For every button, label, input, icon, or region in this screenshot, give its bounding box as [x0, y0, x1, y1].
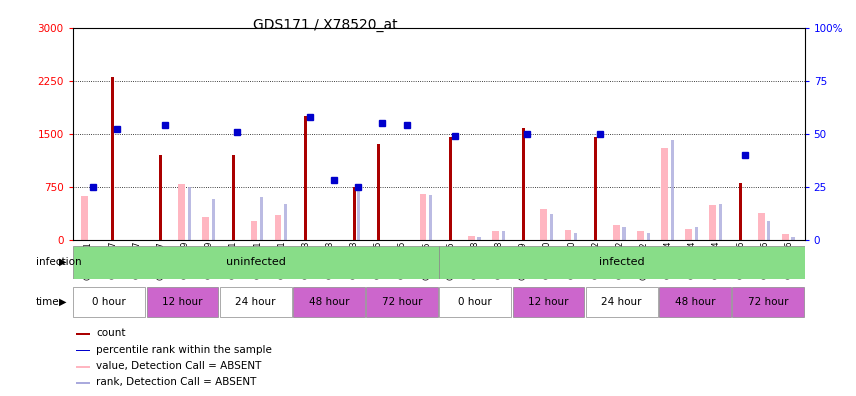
Bar — [76, 382, 90, 384]
Text: ▶: ▶ — [59, 257, 67, 267]
Bar — [671, 140, 674, 240]
Text: value, Detection Call = ABSENT: value, Detection Call = ABSENT — [96, 361, 262, 371]
Text: infection: infection — [36, 257, 81, 267]
Bar — [646, 233, 650, 240]
Bar — [565, 230, 571, 240]
Text: 0 hour: 0 hour — [459, 297, 492, 307]
Bar — [661, 148, 668, 240]
Bar — [513, 287, 585, 317]
Text: 72 hour: 72 hour — [748, 297, 788, 307]
Bar — [739, 183, 742, 240]
Bar — [613, 225, 620, 240]
Bar — [468, 236, 475, 240]
Bar — [251, 221, 258, 240]
Bar — [74, 287, 146, 317]
Text: 72 hour: 72 hour — [382, 297, 422, 307]
Bar — [550, 214, 553, 240]
Bar — [792, 238, 794, 240]
Bar — [159, 155, 163, 240]
Text: 48 hour: 48 hour — [309, 297, 349, 307]
Text: GDS171 / X78520_at: GDS171 / X78520_at — [253, 18, 397, 32]
Bar — [622, 227, 626, 240]
Bar — [659, 287, 731, 317]
Bar — [439, 287, 511, 317]
Bar — [594, 137, 597, 240]
Bar — [586, 287, 657, 317]
Bar — [304, 116, 307, 240]
Bar — [220, 287, 292, 317]
Bar — [275, 215, 282, 240]
Bar — [732, 287, 804, 317]
Bar — [377, 144, 380, 240]
Bar — [76, 350, 90, 351]
Bar — [284, 204, 288, 240]
Text: 0 hour: 0 hour — [92, 297, 126, 307]
Text: uninfected: uninfected — [226, 257, 286, 267]
Text: 12 hour: 12 hour — [163, 297, 203, 307]
Bar — [187, 187, 191, 240]
Bar — [782, 234, 788, 240]
Bar — [449, 137, 452, 240]
Bar — [478, 238, 480, 240]
Bar — [521, 128, 525, 240]
Bar — [429, 195, 432, 240]
Bar — [540, 209, 547, 240]
Bar — [574, 233, 577, 240]
Bar — [695, 227, 698, 240]
Bar — [353, 187, 356, 240]
Bar — [438, 246, 805, 279]
Bar — [758, 213, 764, 240]
Text: infected: infected — [599, 257, 645, 267]
Text: 24 hour: 24 hour — [235, 297, 276, 307]
Bar — [76, 366, 90, 367]
Text: time: time — [36, 297, 60, 307]
Text: rank, Detection Call = ABSENT: rank, Detection Call = ABSENT — [96, 377, 257, 387]
Bar — [260, 197, 263, 240]
Text: 12 hour: 12 hour — [528, 297, 568, 307]
Text: ▶: ▶ — [59, 297, 67, 307]
Bar — [232, 155, 235, 240]
Bar — [293, 287, 365, 317]
Bar — [202, 217, 209, 240]
Bar — [146, 287, 218, 317]
Bar — [767, 221, 770, 240]
Bar — [492, 231, 499, 240]
Text: 48 hour: 48 hour — [675, 297, 715, 307]
Bar — [686, 229, 693, 240]
Bar — [502, 231, 505, 240]
Bar — [357, 189, 360, 240]
Text: count: count — [96, 328, 126, 338]
Bar — [710, 205, 716, 240]
Bar — [81, 196, 88, 240]
Bar — [419, 194, 426, 240]
Text: percentile rank within the sample: percentile rank within the sample — [96, 345, 272, 354]
Bar — [366, 287, 438, 317]
Bar — [73, 246, 438, 279]
Bar — [719, 204, 722, 240]
Bar — [211, 199, 215, 240]
Bar — [76, 333, 90, 335]
Text: 24 hour: 24 hour — [602, 297, 642, 307]
Bar — [178, 185, 185, 240]
Bar — [637, 231, 644, 240]
Bar — [111, 77, 114, 240]
